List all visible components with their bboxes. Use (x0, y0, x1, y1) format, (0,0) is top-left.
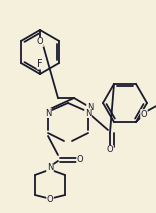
Text: O: O (77, 155, 83, 164)
Text: O: O (107, 145, 113, 154)
Text: N: N (87, 104, 93, 112)
Text: N: N (47, 164, 53, 173)
Text: F: F (37, 59, 43, 69)
Text: O: O (37, 37, 43, 46)
Text: O: O (141, 109, 147, 119)
Text: N: N (85, 108, 91, 118)
Text: O: O (47, 196, 53, 204)
Text: N: N (45, 108, 51, 118)
